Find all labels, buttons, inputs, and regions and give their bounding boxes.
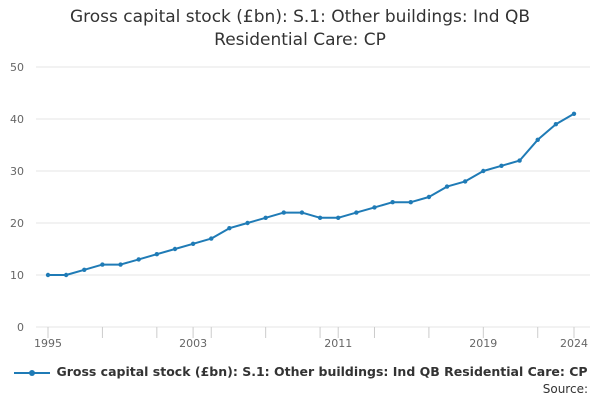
y-tick-label: 20 [10, 217, 24, 230]
data-point[interactable] [209, 236, 214, 241]
data-point[interactable] [281, 210, 286, 215]
data-point[interactable] [372, 205, 377, 210]
x-tick-label: 2024 [560, 337, 588, 350]
data-point[interactable] [118, 262, 123, 267]
x-axis: 1995 2003 2011 2019 2024 [34, 327, 588, 350]
gridlines [36, 66, 590, 328]
data-point[interactable] [245, 220, 250, 226]
data-point[interactable] [571, 111, 577, 117]
data-point[interactable] [172, 246, 178, 252]
data-point[interactable] [426, 194, 432, 200]
legend-marker-icon [12, 367, 52, 379]
chart-title: Gross capital stock (£bn): S.1: Other bu… [0, 6, 600, 52]
data-point[interactable] [63, 272, 69, 278]
y-tick-label: 10 [10, 269, 24, 282]
data-point[interactable] [535, 137, 540, 142]
data-point[interactable] [408, 200, 413, 205]
y-tick-label: 30 [10, 165, 24, 178]
data-point[interactable] [263, 215, 268, 220]
data-point[interactable] [499, 163, 504, 168]
y-tick-label: 40 [10, 113, 24, 126]
data-point[interactable] [481, 168, 486, 174]
data-point[interactable] [444, 184, 450, 189]
legend-label: Gross capital stock (£bn): S.1: Other bu… [56, 364, 588, 379]
x-tick-label: 2003 [179, 337, 207, 350]
data-point[interactable] [299, 210, 305, 215]
series-line [48, 112, 575, 276]
chart-title-line-1: Gross capital stock (£bn): S.1: Other bu… [69, 7, 530, 27]
data-point[interactable] [82, 267, 87, 272]
legend[interactable]: Gross capital stock (£bn): S.1: Other bu… [0, 364, 600, 379]
data-point[interactable] [553, 122, 559, 127]
legend-dot [29, 369, 36, 376]
data-point[interactable] [462, 179, 468, 184]
x-tick-label: 2011 [324, 337, 352, 350]
data-point[interactable] [390, 200, 395, 205]
x-tick-label: 2019 [469, 337, 497, 350]
data-point[interactable] [154, 252, 160, 257]
data-point[interactable] [100, 262, 105, 267]
source-label: Source: [542, 382, 588, 396]
data-point[interactable] [136, 257, 141, 262]
data-point[interactable] [45, 272, 51, 278]
data-point[interactable] [190, 241, 196, 246]
data-point[interactable] [517, 158, 522, 163]
x-tick-label: 1995 [34, 337, 62, 350]
y-tick-label: 50 [10, 61, 24, 74]
data-point[interactable] [336, 215, 341, 220]
series-layer [45, 111, 577, 278]
data-point[interactable] [227, 226, 232, 231]
chart-title-line-2: Residential Care: CP [214, 30, 386, 50]
y-tick-label: 0 [17, 321, 24, 334]
data-point[interactable] [354, 210, 359, 215]
y-axis: 0 10 20 30 40 50 [10, 61, 24, 334]
data-point[interactable] [317, 215, 323, 220]
